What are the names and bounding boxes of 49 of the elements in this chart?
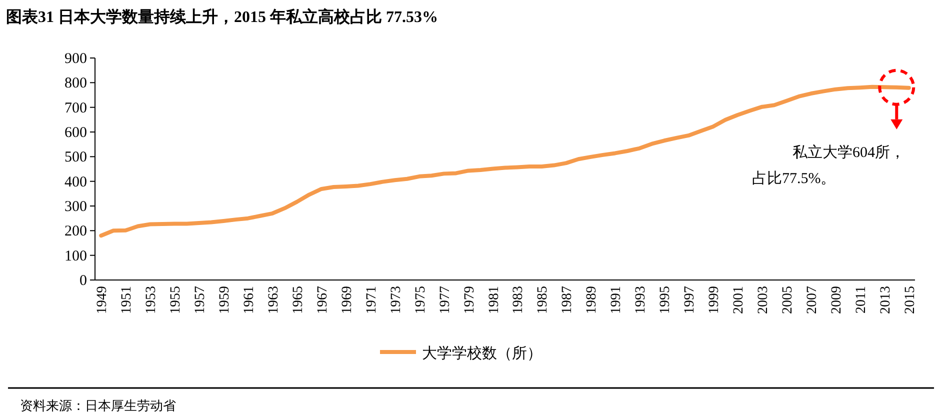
x-tick-label: 2015 bbox=[902, 286, 918, 314]
x-tick-label: 1989 bbox=[584, 286, 600, 314]
x-tick-label: 1977 bbox=[438, 286, 453, 314]
x-tick-label: 1975 bbox=[413, 286, 428, 314]
x-tick-label: 1969 bbox=[340, 286, 355, 314]
x-tick-label: 1985 bbox=[536, 286, 551, 314]
x-tick-label: 2001 bbox=[732, 286, 747, 314]
y-tick-label: 200 bbox=[64, 224, 87, 240]
x-tick-label: 1949 bbox=[95, 286, 110, 314]
x-tick-label: 1995 bbox=[658, 286, 674, 314]
x-tick-label: 1997 bbox=[682, 286, 698, 314]
x-tick-label: 1991 bbox=[609, 286, 624, 314]
y-tick-label: 300 bbox=[64, 199, 87, 215]
y-tick-label: 600 bbox=[64, 125, 87, 141]
y-tick-label: 800 bbox=[64, 76, 87, 92]
x-tick-label: 1971 bbox=[364, 286, 380, 314]
x-tick-label: 1963 bbox=[266, 286, 282, 314]
legend-label: 大学学校数（所） bbox=[422, 345, 542, 362]
text: 资料来源：日本厚生劳动省 bbox=[20, 398, 176, 413]
x-tick-label: 1951 bbox=[120, 286, 135, 314]
x-tick-label: 2013 bbox=[878, 286, 894, 314]
x-tick-label: 1961 bbox=[242, 286, 257, 314]
x-tick-label: 1959 bbox=[218, 286, 233, 314]
x-tick-label: 2009 bbox=[829, 286, 844, 314]
x-tick-label: 1979 bbox=[462, 286, 478, 314]
y-tick-label: 400 bbox=[64, 174, 87, 190]
annotation: 占比77.5%。 bbox=[752, 170, 836, 187]
y-tick-label: 700 bbox=[64, 100, 87, 116]
y-tick-label: 100 bbox=[64, 248, 87, 264]
x-tick-label: 1967 bbox=[315, 286, 330, 314]
x-tick-label: 1965 bbox=[290, 286, 306, 314]
x-tick-label: 1983 bbox=[511, 286, 526, 314]
annotation: 私立大学604所， bbox=[792, 144, 905, 161]
x-tick-label: 2003 bbox=[756, 286, 772, 314]
x-tick-label: 2005 bbox=[780, 286, 796, 314]
x-tick-label: 1993 bbox=[634, 286, 649, 314]
x-tick-label: 1999 bbox=[707, 286, 722, 314]
x-tick-label: 2007 bbox=[804, 286, 820, 314]
x-tick-label: 1981 bbox=[486, 286, 502, 314]
x-tick-label: 1973 bbox=[388, 286, 404, 314]
x-tick-label: 2011 bbox=[854, 286, 869, 314]
x-tick-label: 1953 bbox=[144, 286, 160, 314]
y-tick-label: 0 bbox=[80, 273, 87, 289]
x-tick-label: 1987 bbox=[560, 286, 576, 314]
chart-title: 图表31 日本大学数量持续上升，2015 年私立高校占比 77.53% bbox=[6, 7, 438, 26]
x-tick-label: 1957 bbox=[193, 286, 208, 314]
x-tick-label: 1955 bbox=[168, 286, 184, 314]
y-tick-label: 900 bbox=[64, 51, 87, 67]
y-tick-label: 500 bbox=[64, 150, 87, 166]
